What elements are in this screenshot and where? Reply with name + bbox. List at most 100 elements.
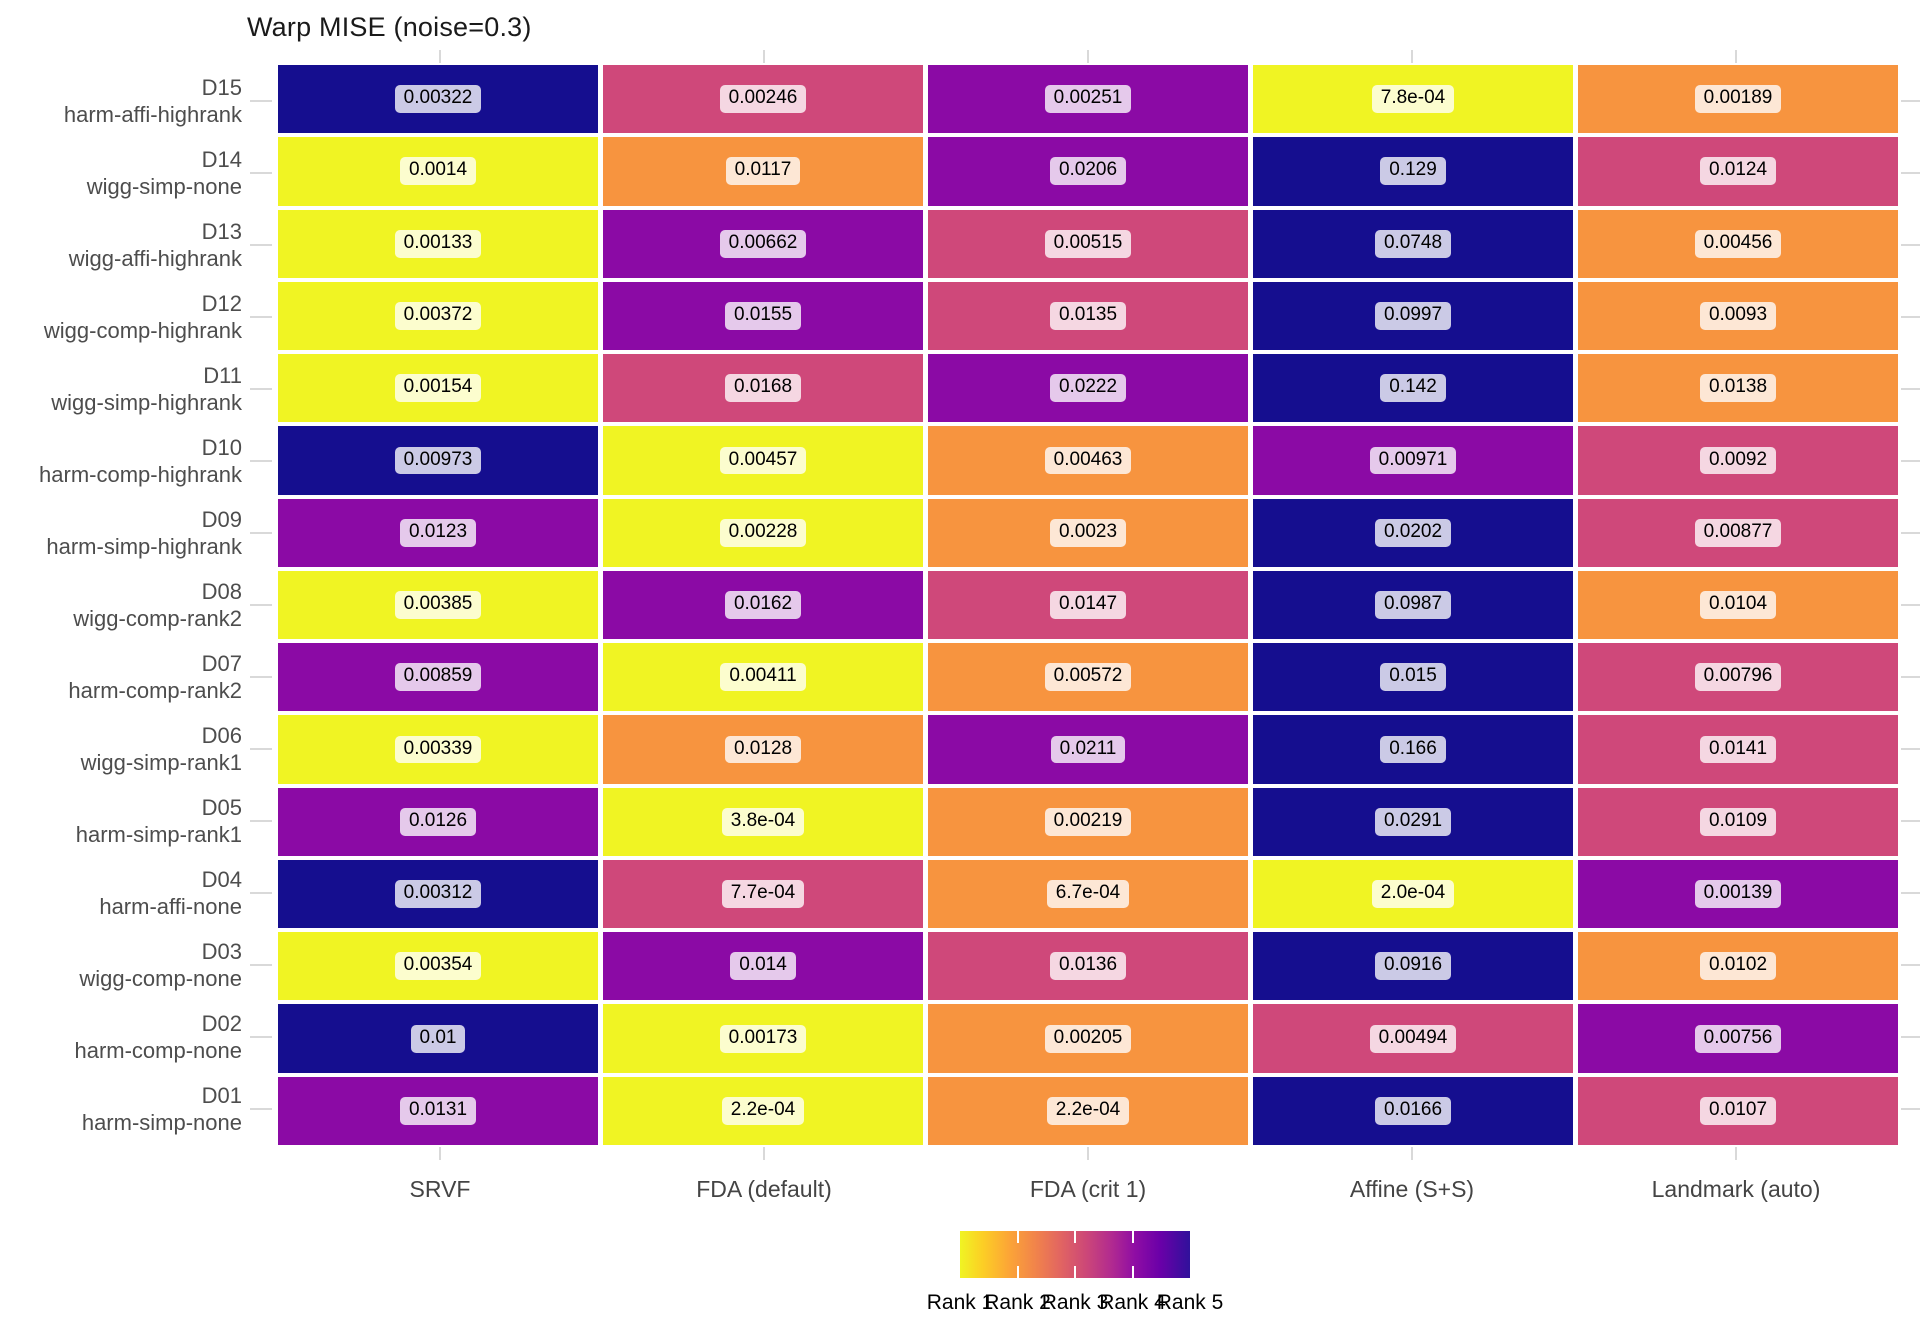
axis-tick xyxy=(250,1036,272,1038)
axis-tick xyxy=(250,748,272,750)
cell-value-label: 0.0206 xyxy=(1049,157,1127,186)
row-label: D15 harm-affi-highrank xyxy=(0,65,242,137)
heatmap-cell: 0.015 xyxy=(1253,643,1573,712)
heatmap-cell: 0.00515 xyxy=(928,209,1248,278)
cell-value-label: 0.166 xyxy=(1380,735,1446,764)
heatmap-cell: 0.0138 xyxy=(1578,354,1898,423)
cell-value-label: 0.142 xyxy=(1380,374,1446,403)
left-axis-ticks xyxy=(250,65,274,1145)
heatmap-cell: 0.0291 xyxy=(1253,787,1573,856)
heatmap-cell: 0.00973 xyxy=(278,426,598,495)
heatmap-cell: 0.0136 xyxy=(928,932,1248,1001)
heatmap-cell: 0.00139 xyxy=(1578,859,1898,929)
heatmap-cell: 2.2e-04 xyxy=(928,1076,1248,1145)
heatmap-cell: 3.8e-04 xyxy=(603,787,923,856)
heatmap-cell: 0.00354 xyxy=(278,932,598,1001)
row-desc: harm-comp-rank2 xyxy=(68,678,242,703)
heatmap-cell: 0.0987 xyxy=(1253,570,1573,640)
heatmap-cell: 2.2e-04 xyxy=(603,1076,923,1145)
heatmap-cell: 0.0023 xyxy=(928,498,1248,567)
heatmap-cell: 0.0206 xyxy=(928,137,1248,206)
row-desc: wigg-simp-none xyxy=(86,174,242,199)
axis-tick xyxy=(1901,100,1920,102)
cell-value-label: 0.00515 xyxy=(1044,229,1132,258)
row-id: D15 xyxy=(201,75,242,100)
row-desc: harm-comp-highrank xyxy=(39,462,242,487)
axis-tick xyxy=(1901,388,1920,390)
column-label: FDA (default) xyxy=(696,1176,832,1202)
row-label: D07 harm-comp-rank2 xyxy=(0,641,242,713)
legend-tick xyxy=(1074,1231,1076,1243)
heatmap-cell: 0.0124 xyxy=(1578,137,1898,206)
cell-value-label: 0.00173 xyxy=(719,1024,807,1053)
row-id: D07 xyxy=(201,651,242,676)
row-id: D08 xyxy=(201,579,242,604)
cell-value-label: 0.00354 xyxy=(394,952,482,981)
heatmap-cell: 0.0014 xyxy=(278,137,598,206)
cell-value-label: 0.0162 xyxy=(724,591,802,619)
heatmap-cell: 0.00339 xyxy=(278,715,598,784)
legend-tick xyxy=(1016,1266,1019,1278)
cell-value-label: 0.00219 xyxy=(1044,807,1132,836)
axis-tick xyxy=(1411,1147,1413,1160)
heatmap-cell: 0.0166 xyxy=(1253,1076,1573,1145)
heatmap-cell: 0.166 xyxy=(1253,715,1573,784)
row-id: D09 xyxy=(201,507,242,532)
heatmap-cell: 0.0211 xyxy=(928,715,1248,784)
heatmap-cell: 0.00173 xyxy=(603,1004,923,1073)
axis-tick xyxy=(1901,316,1920,318)
axis-tick xyxy=(250,1108,272,1110)
row-label: D13 wigg-affi-highrank xyxy=(0,209,242,281)
axis-tick xyxy=(1411,50,1413,63)
heatmap-cell: 0.0093 xyxy=(1578,281,1898,351)
cell-value-label: 0.00246 xyxy=(719,85,807,114)
cell-value-label: 0.00662 xyxy=(719,229,807,258)
cell-value-label: 0.00411 xyxy=(720,663,806,692)
row-id: D11 xyxy=(203,363,242,388)
heatmap-cell: 0.0102 xyxy=(1578,932,1898,1001)
axis-tick xyxy=(1901,1036,1920,1038)
legend-tick xyxy=(1131,1231,1134,1243)
legend-gradient-bar xyxy=(960,1231,1190,1278)
axis-tick xyxy=(1901,604,1920,606)
cell-value-label: 7.8e-04 xyxy=(1371,85,1455,114)
axis-tick xyxy=(250,172,272,174)
cell-value-label: 2.2e-04 xyxy=(721,1096,805,1125)
cell-value-label: 0.00339 xyxy=(394,735,482,764)
cell-value-label: 0.00756 xyxy=(1694,1024,1782,1053)
heatmap-cell: 0.0104 xyxy=(1578,570,1898,640)
cell-value-label: 0.0093 xyxy=(1699,301,1777,330)
heatmap-cell: 0.00463 xyxy=(928,426,1248,495)
column-label: FDA (crit 1) xyxy=(1029,1176,1147,1202)
legend-label: Rank 1 xyxy=(926,1291,994,1314)
heatmap-cell: 0.00877 xyxy=(1578,498,1898,567)
cell-value-label: 6.7e-04 xyxy=(1046,880,1130,908)
row-desc: harm-affi-none xyxy=(99,894,242,919)
heatmap-cell: 0.00385 xyxy=(278,570,598,640)
row-desc: wigg-simp-highrank xyxy=(51,390,242,415)
top-axis-ticks xyxy=(278,50,1898,63)
cell-value-label: 0.0141 xyxy=(1699,735,1777,764)
cell-value-label: 0.00456 xyxy=(1694,229,1782,258)
heatmap-cell: 0.00572 xyxy=(928,643,1248,712)
row-desc: harm-simp-highrank xyxy=(46,534,242,559)
axis-tick xyxy=(250,604,272,606)
cell-value-label: 0.0997 xyxy=(1374,301,1452,330)
cell-value-label: 0.00189 xyxy=(1694,85,1782,114)
column-label: SRVF xyxy=(409,1176,471,1202)
cell-value-label: 0.0748 xyxy=(1374,229,1452,258)
right-axis-ticks xyxy=(1901,65,1920,1145)
row-labels: D15 harm-affi-highrank D14 wigg-simp-none D1… xyxy=(0,65,242,1145)
heatmap-cell: 6.7e-04 xyxy=(928,859,1248,929)
chart-title: Warp MISE (noise=0.3) xyxy=(247,12,532,42)
cell-value-label: 0.0138 xyxy=(1699,374,1777,403)
heatmap-cell: 0.00662 xyxy=(603,209,923,278)
cell-value-label: 0.0104 xyxy=(1699,591,1777,619)
heatmap-grid: 0.00322 0.00246 0.00251 7.8e-04 0.00189 0.001… xyxy=(278,65,1898,1145)
row-id: D05 xyxy=(201,795,242,820)
heatmap-cell: 0.0135 xyxy=(928,281,1248,351)
row-id: D03 xyxy=(201,939,242,964)
cell-value-label: 0.00457 xyxy=(719,446,807,475)
row-desc: wigg-affi-highrank xyxy=(68,246,242,271)
row-label: D10 harm-comp-highrank xyxy=(0,425,242,497)
